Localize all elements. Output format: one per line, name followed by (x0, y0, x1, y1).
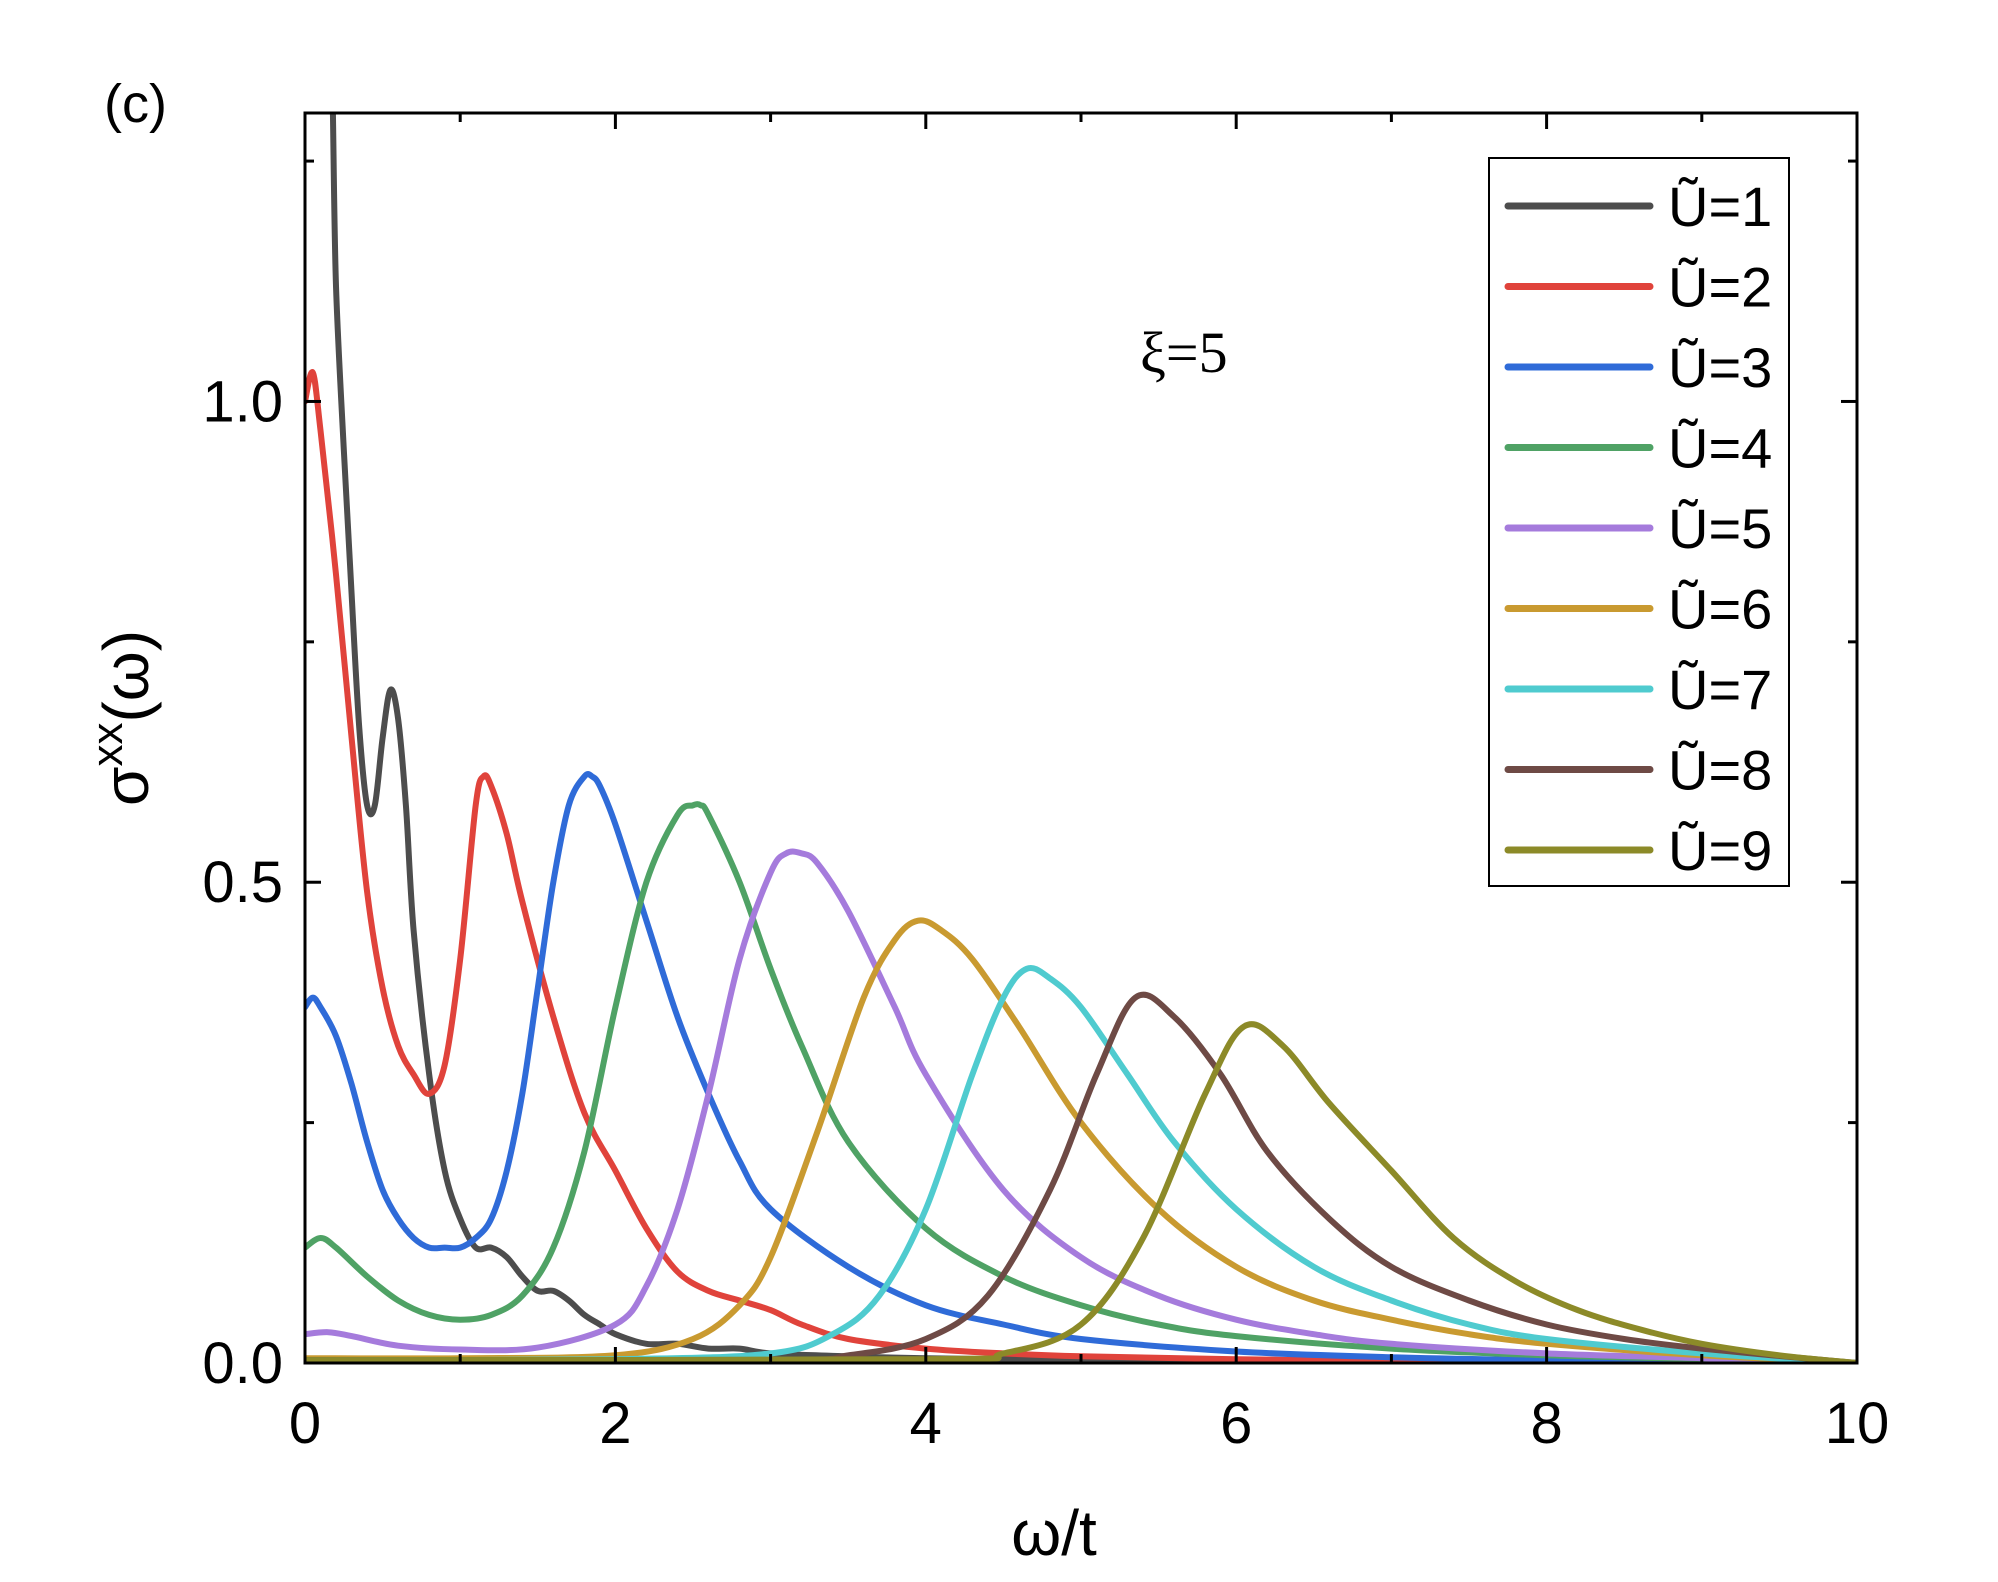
x-tick-label: 8 (1530, 1391, 1562, 1456)
x-axis-title: ω/t (1011, 1497, 1097, 1569)
y-tick-label: 0.5 (202, 850, 283, 915)
series-line-u9 (305, 1021, 1857, 1363)
legend-label: Ũ=5 (1668, 497, 1772, 560)
series-line-u6 (305, 917, 1857, 1363)
series-line-u5 (305, 848, 1857, 1363)
y-tick-label: 0.0 (202, 1331, 283, 1396)
legend-box (1488, 157, 1790, 887)
series-line-u3 (305, 771, 1857, 1363)
x-tick-label: 0 (289, 1391, 321, 1456)
xi-annotation: ξ=5 (1140, 320, 1228, 385)
legend-label: Ũ=8 (1668, 739, 1772, 802)
y-axis-title: σxx(ω) (83, 630, 162, 806)
y-axis: 0.0 0.5 1.0 (202, 159, 1857, 1396)
series-line-u4 (305, 801, 1857, 1363)
legend-label: Ũ=4 (1668, 417, 1772, 480)
x-tick-label: 6 (1220, 1391, 1252, 1456)
y-axis-title-sup: xx (83, 723, 132, 767)
x-tick-label: 10 (1825, 1391, 1890, 1456)
legend: Ũ=1 Ũ=2 Ũ=3 Ũ=4 Ũ=5 Ũ=6 Ũ=7 Ũ=8 Ũ=9 (1488, 157, 1790, 887)
svg-text:σxx(ω): σxx(ω) (83, 630, 162, 806)
x-tick-label: 2 (599, 1391, 631, 1456)
y-axis-title-base: σ (90, 767, 162, 807)
panel-label: (c) (104, 74, 167, 134)
x-axis: 0 2 4 6 8 10 (289, 113, 1889, 1456)
legend-label: Ũ=9 (1668, 819, 1772, 882)
series-line-u7 (305, 965, 1857, 1363)
legend-label: Ũ=1 (1668, 175, 1772, 238)
legend-label: Ũ=7 (1668, 658, 1772, 721)
legend-label: Ũ=3 (1668, 336, 1772, 399)
legend-label: Ũ=6 (1668, 578, 1772, 641)
y-tick-label: 1.0 (202, 369, 283, 434)
y-axis-title-arg: (ω) (90, 630, 162, 723)
x-tick-label: 4 (910, 1391, 942, 1456)
legend-label: Ũ=2 (1668, 256, 1772, 319)
